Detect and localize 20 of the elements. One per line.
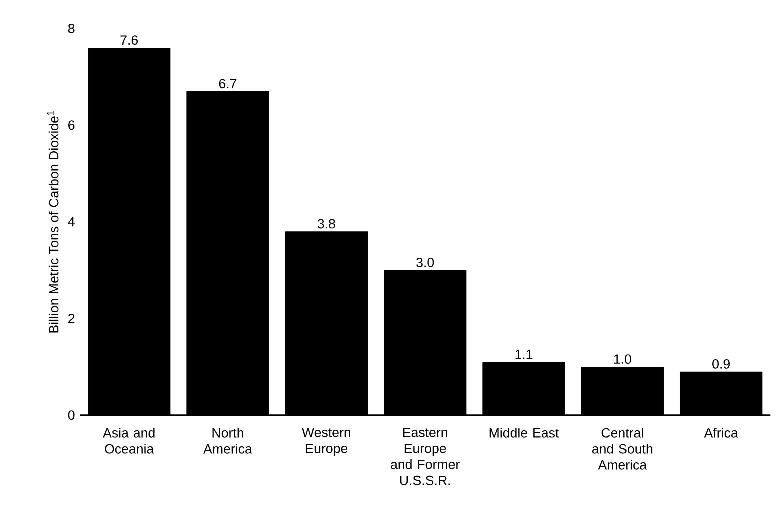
data-label: 7.6: [120, 36, 138, 46]
data-label: 1.1: [516, 350, 533, 360]
y-tick-label: 6: [68, 120, 75, 130]
x-tick-label: North America: [204, 428, 252, 454]
data-label: 1.0: [614, 354, 632, 364]
x-tick-label: Middle East: [490, 428, 560, 438]
y-axis-title: Billion Metric Tons of Carbon Dioxide$^{1}$: [47, 111, 59, 333]
y-tick-label: 4: [68, 217, 75, 227]
x-tick-label: Asia and Oceania: [103, 428, 155, 454]
data-label: 6.7: [219, 79, 237, 89]
data-label: 3.0: [416, 258, 434, 268]
x-tick-label: Western Europe: [302, 428, 350, 456]
y-tick-label: 0: [68, 410, 75, 420]
data-label: 3.8: [318, 219, 336, 229]
x-tick-label: Eastern Europe and Former U.S.S.R.: [391, 428, 460, 486]
x-tick-label: Africa: [704, 428, 738, 438]
x-tick-label: Central and South America: [592, 428, 653, 470]
data-label: 0.9: [712, 359, 730, 369]
y-tick-label: 2: [68, 314, 75, 324]
y-tick-label: 8: [68, 24, 75, 34]
